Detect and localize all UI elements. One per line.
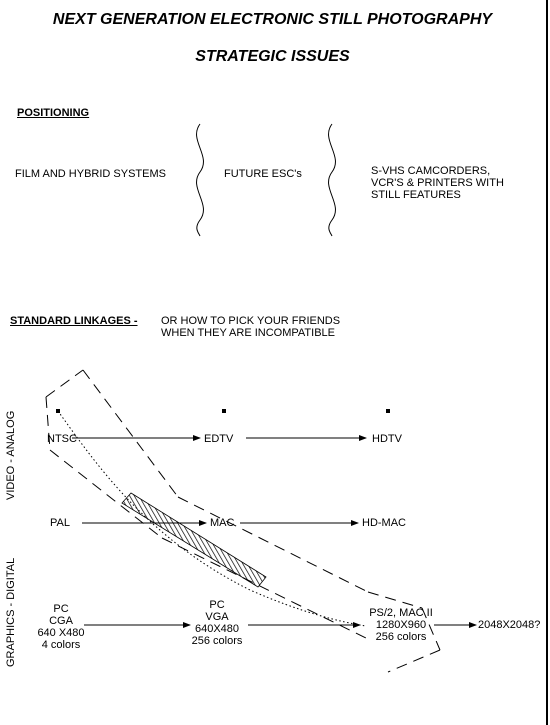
linkages-heading: STANDARD LINKAGES - xyxy=(10,315,138,327)
page-title: NEXT GENERATION ELECTRONIC STILL PHOTOGR… xyxy=(52,11,493,28)
hatched-band xyxy=(121,492,267,588)
node-ntsc: NTSC xyxy=(47,433,77,445)
node-2048: 2048X2048? xyxy=(478,619,541,631)
node-hd-mac: HD-MAC xyxy=(362,517,406,529)
node-ps2-mac2: PS/2, MAC II 1280X960 256 colors xyxy=(369,607,433,643)
positioning-heading: POSITIONING xyxy=(17,107,90,119)
positioning-item-film: FILM AND HYBRID SYSTEMS xyxy=(15,168,166,180)
page-subtitle: STRATEGIC ISSUES xyxy=(195,48,350,65)
marker-square-hdtv xyxy=(386,409,390,413)
node-pc-vga: PC VGA 640X480 256 colors xyxy=(191,599,243,647)
dashed-envelope xyxy=(45,369,441,673)
positioning-item-esc: FUTURE ESC's xyxy=(224,168,302,180)
wavy-separator-right xyxy=(328,123,336,237)
node-pal: PAL xyxy=(50,517,70,529)
node-hdtv: HDTV xyxy=(372,433,402,445)
positioning-item-svhs: S-VHS CAMCORDERS, VCR'S & PRINTERS WITH … xyxy=(371,165,504,201)
node-pc-cga: PC CGA 640 X480 4 colors xyxy=(37,603,85,651)
right-border-line xyxy=(546,0,548,725)
node-mac: MAC xyxy=(210,517,235,529)
marker-square-edtv xyxy=(222,409,226,413)
linkages-subtitle: OR HOW TO PICK YOUR FRIENDS WHEN THEY AR… xyxy=(161,315,341,339)
wavy-separator-left xyxy=(196,123,204,237)
dotted-path xyxy=(57,410,367,627)
node-edtv: EDTV xyxy=(204,433,234,445)
